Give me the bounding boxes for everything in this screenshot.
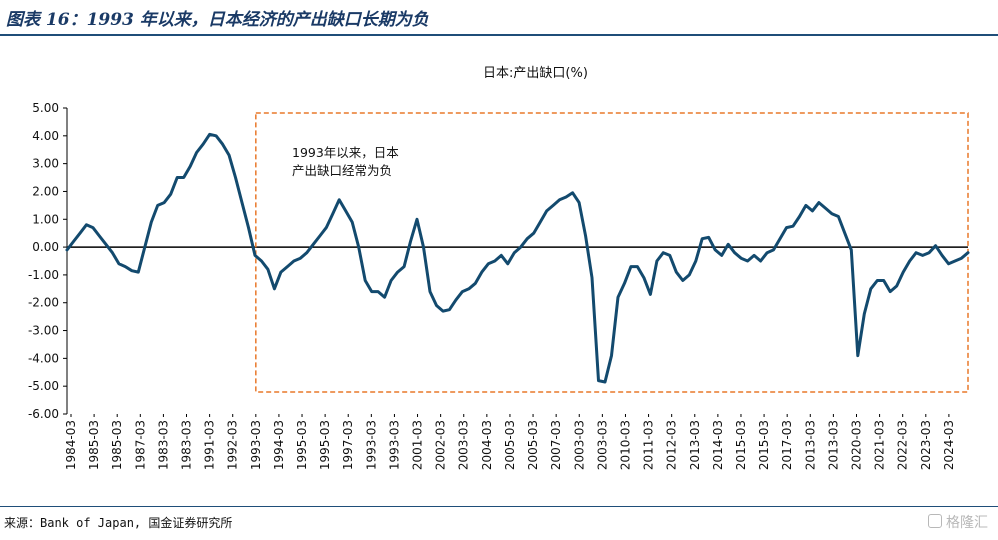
x-tick-label: 1995-03 xyxy=(318,420,332,470)
x-tick-label: 2001-03 xyxy=(411,420,425,470)
x-tick-label: 2004-03 xyxy=(480,420,494,470)
y-tick-label: 5.00 xyxy=(32,101,59,115)
line-chart: 日本:产出缺口(%) 5.00 4.00 3.00 2.00 1.00 0.00 -1.00 -… xyxy=(28,66,970,470)
x-tick-label: 1995-03 xyxy=(295,420,309,470)
x-tick-label: 1985-03 xyxy=(110,420,124,470)
x-tick-label: 2011-03 xyxy=(642,420,656,470)
x-tick-label: 2002-03 xyxy=(434,420,448,470)
x-tick-label: 1993-03 xyxy=(249,420,263,470)
figure-title: 图表 16：1993 年以来，日本经济的产出缺口长期为负 xyxy=(6,10,429,30)
footer-divider xyxy=(0,506,998,507)
x-tick-label: 1992-03 xyxy=(226,420,240,470)
title-divider xyxy=(0,34,998,36)
watermark-logo-icon xyxy=(928,514,942,528)
x-tick-label: 1994-03 xyxy=(272,420,286,470)
x-tick-label: 2017-03 xyxy=(780,420,794,470)
y-tick-label: -1.00 xyxy=(28,268,59,282)
y-tick-label: 2.00 xyxy=(32,184,59,198)
output-gap-series-line xyxy=(65,132,970,384)
x-tick-label: 2020-03 xyxy=(849,420,863,470)
y-tick-label: 1.00 xyxy=(32,212,59,226)
y-tick-label: -4.00 xyxy=(28,351,59,365)
watermark-text: 格隆汇 xyxy=(946,515,988,531)
annotation-line-1: 1993年以来，日本 xyxy=(292,145,399,160)
x-tick-label: 1983-03 xyxy=(156,420,170,470)
x-tick-label: 2007-03 xyxy=(549,420,563,470)
x-tick-label: 2015-03 xyxy=(757,420,771,470)
chart-area: 日本:产出缺口(%) 5.00 4.00 3.00 2.00 1.00 0.00 -1.00 -… xyxy=(0,40,998,505)
x-tick-label: 2014-03 xyxy=(711,420,725,470)
x-tick-label: 1997-03 xyxy=(341,420,355,470)
x-tick-label: 2005-03 xyxy=(503,420,517,470)
x-tick-label: 2015-03 xyxy=(734,420,748,470)
figure-header: 图表 16：1993 年以来，日本经济的产出缺口长期为负 xyxy=(0,0,998,36)
y-tick-label: 3.00 xyxy=(32,157,59,171)
y-tick-label: 4.00 xyxy=(32,129,59,143)
annotation-line-2: 产出缺口经常为负 xyxy=(292,163,392,178)
x-tick-label: 2005-03 xyxy=(526,420,540,470)
x-tick-label: 1987-03 xyxy=(133,420,147,470)
watermark: 格隆汇 xyxy=(928,512,988,532)
x-tick-label: 2024-03 xyxy=(942,420,956,470)
chart-title: 日本:产出缺口(%) xyxy=(483,66,588,81)
x-tick-label: 1993-03 xyxy=(387,420,401,470)
x-tick-label: 1991-03 xyxy=(203,420,217,470)
y-tick-label: -3.00 xyxy=(28,324,59,338)
x-tick-label: 2003-03 xyxy=(595,420,609,470)
x-tick-label: 1983-03 xyxy=(180,420,194,470)
x-tick-label: 2012-03 xyxy=(665,420,679,470)
y-tick-label: 0.00 xyxy=(32,240,59,254)
x-tick-label: 2013-03 xyxy=(803,420,817,470)
x-tick-label: 2010-03 xyxy=(618,420,632,470)
x-tick-label: 2013-03 xyxy=(688,420,702,470)
y-tick-label: -5.00 xyxy=(28,379,59,393)
x-tick-label: 1985-03 xyxy=(87,420,101,470)
y-tick-label: -6.00 xyxy=(28,407,59,421)
x-tick-label: 2021-03 xyxy=(873,420,887,470)
x-tick-label: 2003-03 xyxy=(572,420,586,470)
x-tick-label: 2022-03 xyxy=(896,420,910,470)
x-tick-label: 2013-03 xyxy=(826,420,840,470)
x-tick-label: 1993-03 xyxy=(364,420,378,470)
x-tick-label: 2023-03 xyxy=(919,420,933,470)
x-tick-label: 1984-03 xyxy=(64,420,78,470)
source-note: 来源：Bank of Japan, 国金证券研究所 xyxy=(4,516,233,530)
y-tick-label: -2.00 xyxy=(28,296,59,310)
x-tick-label: 2003-03 xyxy=(457,420,471,470)
